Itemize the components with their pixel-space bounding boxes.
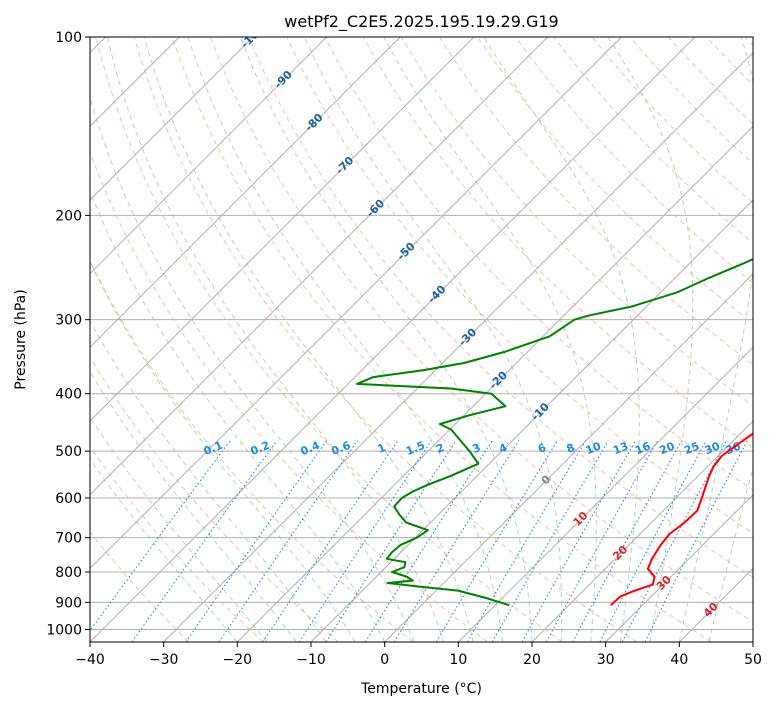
dry-adiabat-line	[90, 259, 414, 642]
mixing-ratio-line	[262, 440, 399, 642]
y-tick-label: 100	[55, 30, 82, 46]
dry-adiabat-line	[90, 531, 190, 642]
isotherm-line	[163, 51, 753, 642]
mixing-ratio-label: 30	[703, 439, 722, 457]
moist-adiabat-line	[90, 260, 356, 642]
mixing-ratio-label: 8	[565, 441, 577, 456]
x-tick-label: −40	[75, 652, 105, 668]
x-tick-label: −10	[296, 652, 326, 668]
x-tick-label: −20	[223, 652, 253, 668]
mixing-ratio-line	[364, 440, 493, 642]
y-tick-label: 700	[55, 531, 82, 547]
dry-adiabat-line	[286, 37, 753, 534]
mixing-ratio-line	[298, 440, 432, 642]
isotherm-grid	[90, 37, 753, 642]
mixing-ratio-line	[644, 440, 748, 642]
mixing-ratio-line	[393, 440, 520, 642]
y-tick-label: 400	[55, 387, 82, 403]
moist-adiabat-line	[187, 37, 503, 642]
x-tick-label: 30	[597, 652, 615, 668]
y-tick-label: 200	[55, 208, 82, 224]
x-axis-label: Temperature (°C)	[360, 681, 482, 697]
moist-adiabat-line	[143, 37, 474, 642]
moist-adiabat-line	[240, 37, 533, 642]
mixing-ratio-line	[131, 440, 278, 642]
moist-adiabat-line	[483, 37, 640, 642]
isotherm-line	[90, 37, 254, 201]
mixing-ratio-line	[435, 440, 558, 642]
dry-adiabat-line	[90, 150, 488, 642]
dry-adiabat-line	[171, 37, 712, 642]
isotherm-line	[90, 37, 696, 642]
x-tick-label: 10	[449, 652, 467, 668]
moist-adiabat-line	[106, 37, 445, 642]
moist-adiabat-line	[90, 95, 415, 642]
mixing-ratio-label: 1	[376, 441, 388, 456]
mixing-ratio-line	[545, 440, 659, 642]
isotherm-line	[90, 37, 475, 422]
y-tick-label: 600	[55, 491, 82, 507]
moist-adiabat-line	[383, 37, 597, 642]
y-tick-label: 500	[55, 444, 82, 460]
isotherm-line	[384, 272, 753, 642]
isotherm-line	[531, 420, 753, 642]
dry-adiabats	[90, 37, 753, 642]
mixing-ratio-label: 16	[633, 439, 652, 457]
dry-adiabat-line	[515, 37, 753, 284]
dry-adiabat-line	[90, 356, 339, 642]
mixing-ratio-label: 3	[470, 441, 482, 456]
dewpoint-profile-line	[356, 258, 753, 607]
x-tick-label: 50	[744, 652, 762, 668]
mixing-ratio-line	[467, 440, 587, 642]
moist-adiabat-line	[90, 458, 238, 642]
dry-adiabat-line	[400, 37, 753, 407]
isobar-grid	[90, 37, 753, 630]
y-tick-label: 900	[55, 595, 82, 611]
dry-adiabat-line	[210, 37, 753, 623]
x-axis-ticks: −40 −30 −20 −10 0 10 20 30 40 50	[75, 642, 762, 668]
moist-adiabat-line	[304, 37, 563, 642]
y-axis-label: Pressure (hPa)	[13, 289, 29, 389]
dry-adiabat-line	[438, 37, 753, 366]
x-tick-label: 0	[380, 652, 389, 668]
moist-adiabat-line	[90, 416, 268, 642]
mixing-ratio-line	[325, 440, 457, 642]
y-tick-label: 1000	[46, 622, 82, 638]
isotherm-line	[605, 493, 753, 642]
y-tick-label: 800	[55, 565, 82, 581]
y-axis-ticks: 100 200 300 400 500 600 700 800 900 1000	[46, 30, 90, 638]
mixing-ratio-line	[491, 440, 609, 642]
moist-adiabat-line	[90, 370, 297, 642]
moist-adiabat-line	[90, 189, 386, 642]
dry-adiabat-line	[133, 37, 638, 642]
mixing-ratio-line	[521, 440, 637, 642]
plot-frame	[89, 36, 754, 643]
isotherm-line	[90, 37, 401, 349]
isotherm-line	[90, 37, 328, 275]
temperature-profile-line	[610, 432, 753, 606]
isotherm-line	[90, 37, 622, 570]
x-tick-label: 40	[670, 652, 688, 668]
mixing-ratio-line	[572, 440, 683, 642]
dry-adiabat-line	[95, 37, 563, 642]
y-tick-label: 300	[55, 313, 82, 329]
dry-adiabat-line	[90, 445, 264, 642]
mixing-ratio-line	[185, 440, 328, 642]
mixing-ratio-line	[90, 440, 231, 632]
moist-adiabat-line	[607, 37, 694, 642]
mixing-ratio-label: 25	[682, 440, 701, 458]
chart-title: wetPf2_C2E5.2025.195.19.29.G19	[284, 12, 558, 32]
mixing-ratio-label: 2	[434, 441, 446, 456]
moist-adiabats	[90, 37, 753, 642]
mixing-ratio-label: 10	[584, 439, 603, 457]
mixing-ratio-label: 20	[658, 439, 677, 457]
mixing-ratio-label: 13	[611, 440, 630, 458]
dry-adiabat-line	[248, 37, 753, 578]
x-tick-label: 20	[523, 652, 541, 668]
x-tick-label: −30	[149, 652, 179, 668]
isotherm-line	[90, 37, 549, 496]
